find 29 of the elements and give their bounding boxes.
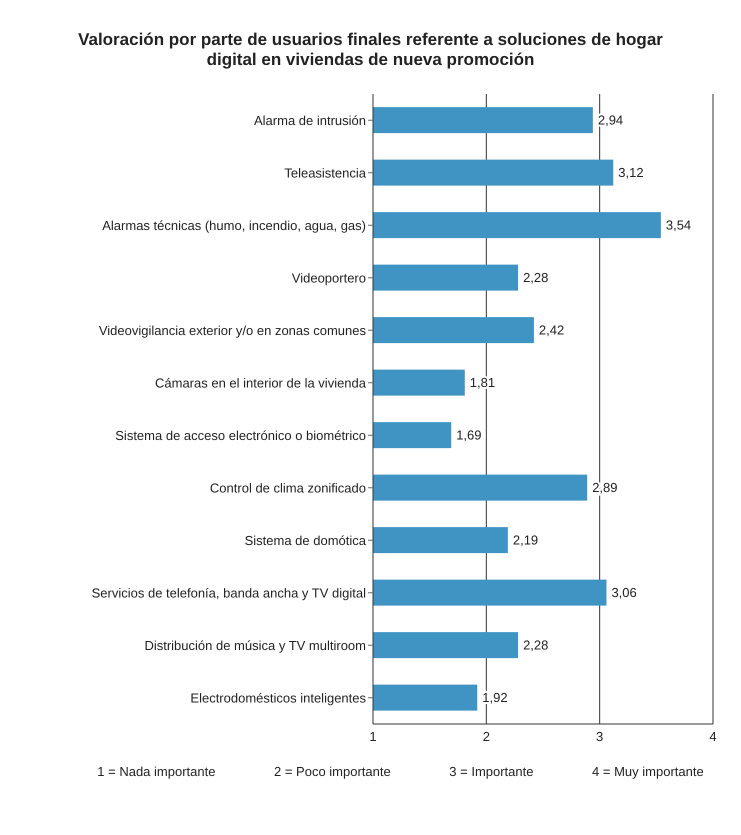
- y-tick-label: Cámaras en el interior de la vivienda: [155, 375, 367, 390]
- text: 3 = Importante: [449, 764, 534, 779]
- y-tick-label: Teleasistencia: [284, 165, 367, 180]
- data-label: 3,12: [618, 165, 644, 180]
- text: 1 = Nada importante: [97, 764, 216, 779]
- y-tick-label: Control de clima zonificado: [210, 480, 366, 496]
- text: 2 = Poco importante: [274, 764, 391, 779]
- data-label: 3,54: [666, 218, 692, 233]
- x-tick-label: 4: [709, 729, 717, 744]
- y-tick-label: Videovigilancia exterior y/o en zonas comunes: [98, 322, 366, 338]
- y-tick-label: Sistema de domótica: [244, 532, 367, 548]
- y-tick-label: Alarma de intrusión: [254, 112, 366, 128]
- data-label: 2,42: [538, 322, 564, 338]
- y-tick-label: Videoportero: [292, 270, 366, 286]
- data-label: 2,28: [523, 270, 548, 286]
- x-tick-label: 2: [482, 729, 490, 744]
- y-tick-label: Distribución de música y TV multiroom: [144, 638, 366, 653]
- data-label: 1,69: [456, 428, 482, 443]
- data-label: 2,19: [512, 532, 538, 548]
- y-tick-label: Alarmas técnicas (humo, incendio, agua, gas): [102, 218, 366, 233]
- y-tick-label: Servicios de telefonía, banda ancha y TV digital: [92, 585, 366, 600]
- data-label: 3,06: [611, 585, 637, 600]
- y-tick-label: Electrodomésticos inteligentes: [190, 690, 366, 706]
- text: 4 = Muy importante: [592, 764, 704, 779]
- x-tick-label: 1: [369, 729, 377, 744]
- chart-title: Valoración por parte de usuarios finales referente a soluciones de hogar digital en viviendas de nueva promoción: [77, 29, 664, 71]
- data-label: 2,28: [523, 638, 548, 653]
- x-tick-label: 3: [596, 729, 604, 744]
- y-tick-label: Sistema de acceso electrónico o biométrico: [115, 428, 366, 443]
